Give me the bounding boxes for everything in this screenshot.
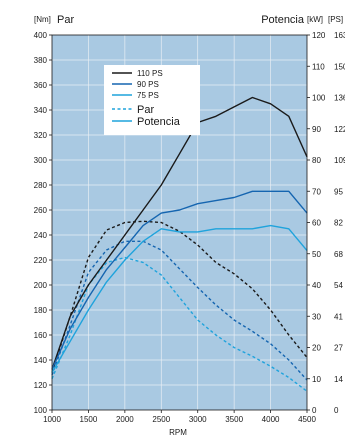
right-tick-label: 110 bbox=[312, 62, 325, 71]
right-tick-label-ps: 150 bbox=[334, 62, 345, 71]
x-tick-label: 3000 bbox=[189, 415, 207, 424]
legend-item-label: 90 PS bbox=[137, 80, 159, 89]
right-tick-label: 120 bbox=[312, 31, 326, 40]
x-tick-label: 4500 bbox=[298, 415, 316, 424]
right-axis-unit: [kW] bbox=[307, 15, 323, 24]
series-line-potencia-110-ps bbox=[51, 96, 308, 370]
x-tick-label: 1000 bbox=[43, 415, 61, 424]
right-tick-label-ps: 27 bbox=[334, 344, 343, 353]
right-tick-label-ps: 0 bbox=[334, 406, 339, 415]
right-tick-label-ps: 54 bbox=[334, 281, 343, 290]
series-line-potencia-75-ps bbox=[51, 224, 308, 373]
legend-style-label: Par bbox=[137, 104, 154, 116]
right-tick-label-ps: 14 bbox=[334, 375, 343, 384]
series-line-par-110-ps bbox=[51, 220, 308, 373]
series-line-par-90-ps bbox=[51, 240, 308, 381]
right-tick-label: 80 bbox=[312, 156, 321, 165]
left-tick-label: 200 bbox=[34, 281, 48, 290]
right-tick-label: 30 bbox=[312, 312, 321, 321]
left-tick-label: 120 bbox=[34, 381, 48, 390]
legend-item-label: 75 PS bbox=[137, 91, 159, 100]
series-layer bbox=[51, 96, 308, 392]
legend-box bbox=[104, 65, 200, 135]
x-tick-label: 4000 bbox=[262, 415, 280, 424]
right-tick-label-ps: 163 bbox=[334, 31, 345, 40]
right-tick-label: 50 bbox=[312, 250, 321, 259]
left-tick-label: 400 bbox=[34, 31, 48, 40]
left-tick-label: 280 bbox=[34, 181, 48, 190]
left-tick-label: 220 bbox=[34, 256, 48, 265]
left-axis-unit: [Nm] bbox=[34, 15, 51, 24]
legend-style-label: Potencia bbox=[137, 116, 181, 128]
right-tick-label: 10 bbox=[312, 375, 321, 384]
right-tick-label-ps: 82 bbox=[334, 219, 343, 228]
x-tick-label: 3500 bbox=[225, 415, 243, 424]
legend-item-label: 110 PS bbox=[137, 69, 163, 78]
right-axis-unit-ps: [PS] bbox=[328, 15, 343, 24]
left-tick-label: 300 bbox=[34, 156, 48, 165]
x-axis-label: RPM bbox=[169, 428, 187, 437]
left-axis-title: Par bbox=[57, 14, 74, 26]
right-tick-label-ps: 122 bbox=[334, 125, 345, 134]
x-tick-label: 1500 bbox=[80, 415, 98, 424]
x-tick-label: 2000 bbox=[116, 415, 134, 424]
x-tick-label: 2500 bbox=[152, 415, 170, 424]
series-line-potencia-90-ps bbox=[51, 190, 308, 370]
left-tick-label: 160 bbox=[34, 331, 48, 340]
axis-ticks: 1001201401601802002202402602803003203403… bbox=[34, 31, 345, 424]
right-tick-label-ps: 109 bbox=[334, 156, 345, 165]
left-tick-label: 260 bbox=[34, 206, 48, 215]
left-tick-label: 320 bbox=[34, 131, 48, 140]
left-tick-label: 100 bbox=[34, 406, 48, 415]
right-tick-label-ps: 95 bbox=[334, 187, 343, 196]
right-tick-label: 40 bbox=[312, 281, 321, 290]
right-tick-label: 60 bbox=[312, 219, 321, 228]
left-tick-label: 180 bbox=[34, 306, 48, 315]
left-tick-label: 340 bbox=[34, 106, 48, 115]
left-tick-label: 360 bbox=[34, 81, 48, 90]
left-tick-label: 380 bbox=[34, 56, 48, 65]
right-tick-label-ps: 136 bbox=[334, 94, 345, 103]
right-tick-label: 90 bbox=[312, 125, 321, 134]
left-tick-label: 240 bbox=[34, 231, 48, 240]
right-axis-title: Potencia bbox=[261, 14, 305, 26]
right-tick-label: 100 bbox=[312, 94, 326, 103]
right-tick-label: 70 bbox=[312, 187, 321, 196]
right-tick-label-ps: 68 bbox=[334, 250, 343, 259]
right-tick-label: 0 bbox=[312, 406, 317, 415]
right-tick-label-ps: 41 bbox=[334, 312, 343, 321]
right-tick-label: 20 bbox=[312, 344, 321, 353]
left-tick-label: 140 bbox=[34, 356, 48, 365]
